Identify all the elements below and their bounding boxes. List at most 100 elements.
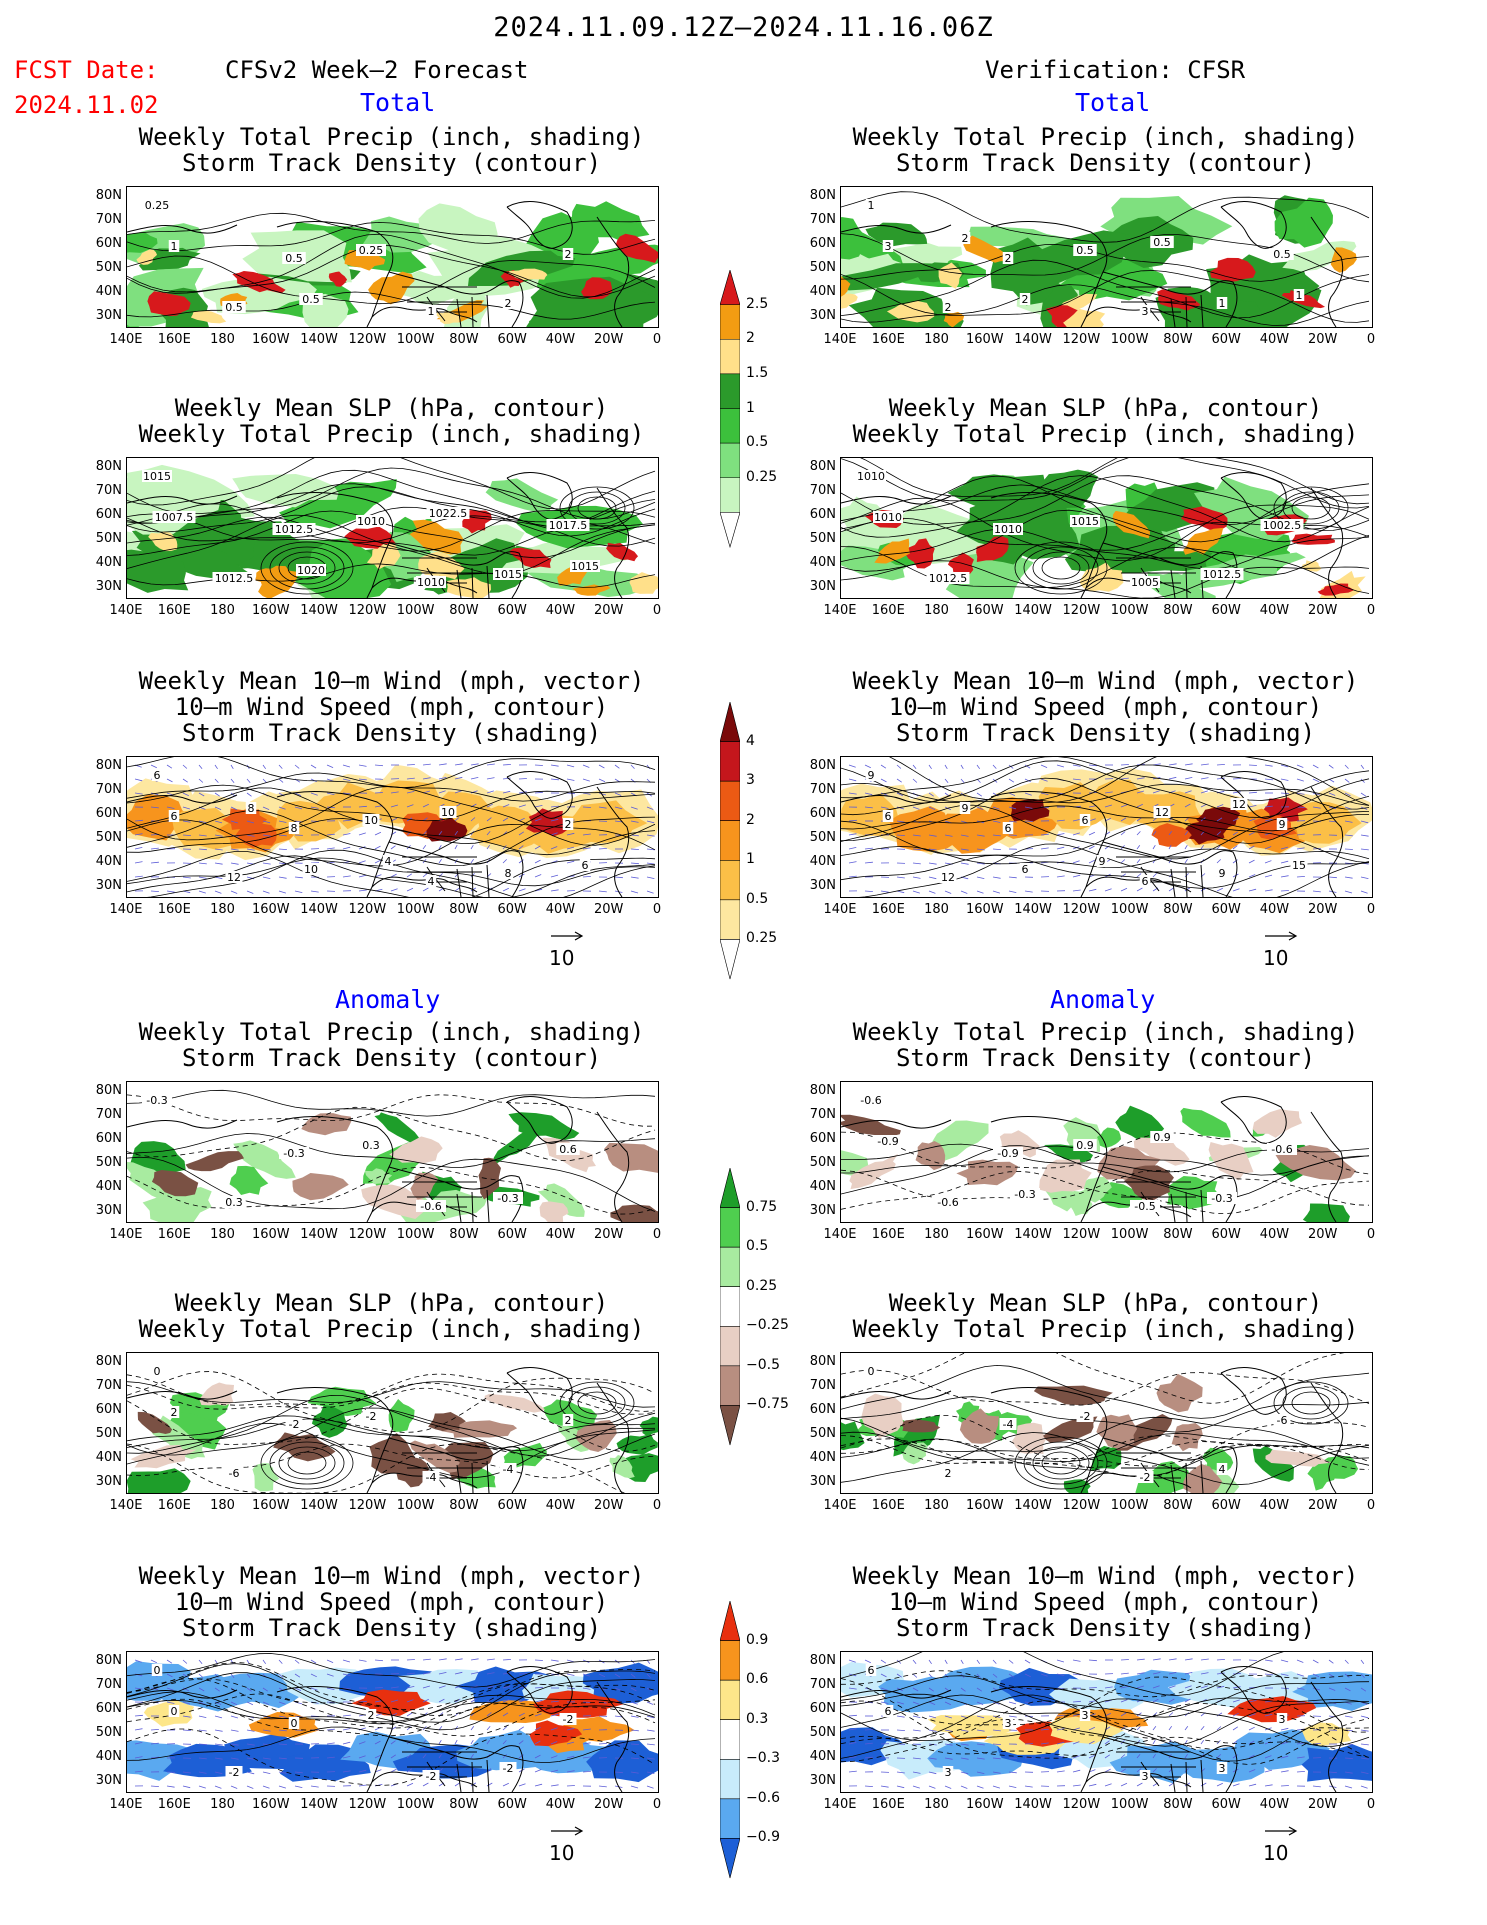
contour-label: 8 (288, 822, 300, 835)
contour-line (127, 503, 656, 552)
svg-text:1010: 1010 (874, 511, 902, 524)
lon-label: 180 (210, 332, 235, 347)
colorbar-tick-label: 2.5 (746, 295, 769, 312)
contour-label: 10 (302, 863, 320, 876)
contour-label: 1010 (856, 470, 886, 483)
panel-title-p4L: Weekly Total Precip (inch, shading) Storm… (86, 1019, 697, 1071)
lat-label: 80N (809, 459, 836, 474)
fcst-date-value: 2024.11.02 (14, 91, 159, 119)
colorbar-graphic (719, 1600, 741, 1879)
contour-label: -0.3 (1207, 1192, 1237, 1205)
contour-line (841, 270, 1370, 323)
coastline (127, 1119, 238, 1129)
svg-text:9: 9 (962, 802, 969, 815)
contour-ring (1023, 1441, 1099, 1485)
contour-ring (1282, 491, 1340, 525)
lat-label: 50N (95, 830, 122, 845)
contour-line (841, 259, 1370, 319)
contour-line (127, 1415, 656, 1449)
lat-label: 80N (95, 1083, 122, 1098)
contour-label: 6 (151, 769, 163, 782)
contour-label: 12 (1230, 798, 1248, 811)
lat-label: 40N (95, 555, 122, 570)
panel-title-line: Weekly Mean 10–m Wind (mph, vector) (138, 667, 645, 695)
coastline (841, 1689, 952, 1699)
contour-line (841, 1364, 1370, 1419)
shading-region (418, 203, 501, 260)
shading-region (1317, 583, 1355, 596)
shading-region (1180, 1107, 1231, 1138)
lat-label: 50N (809, 260, 836, 275)
contour-label: 1010 (873, 511, 903, 524)
contour-line (127, 1653, 656, 1688)
lon-label: 20W (594, 1797, 624, 1812)
contour-ring (1014, 1436, 1108, 1490)
coastline (276, 1116, 394, 1222)
lon-label: 20W (1308, 902, 1338, 917)
contour-line (127, 1167, 656, 1215)
shading-region (233, 1140, 296, 1179)
contour-label: 10 (439, 806, 457, 819)
left-column-heading: CFSv2 Week–2 Forecast (225, 56, 529, 84)
map-canvas: 1 2 3 0.5 2 0.5 1 3 2 0.5 1 2 (841, 187, 1372, 327)
lat-label: 60N (95, 1131, 122, 1146)
svg-text:1005: 1005 (1131, 576, 1159, 589)
right-column-heading: Verification: CFSR (985, 56, 1246, 84)
lon-label: 80W (1163, 332, 1193, 347)
shading-region (849, 1153, 899, 1190)
coastline (1102, 271, 1238, 327)
panel-title-line: 10–m Wind Speed (mph, contour) (174, 1588, 609, 1616)
lon-label: 40W (1259, 603, 1290, 618)
map-panel-p5L: 0 -2 -4 2 -6 -2 -4 2 (126, 1352, 659, 1494)
svg-text:-2: -2 (1140, 1471, 1151, 1484)
lon-label: 100W (1110, 603, 1149, 618)
lon-label: 160W (251, 1797, 290, 1812)
contour-label: 2 (942, 301, 954, 314)
contour-label: 0.5 (1150, 236, 1174, 249)
lon-label: 60W (497, 1797, 527, 1812)
shading-region (127, 549, 189, 593)
contour-label: 0.5 (299, 293, 323, 306)
contour-label: 12 (225, 871, 243, 884)
lon-label: 140W (1014, 1227, 1052, 1242)
svg-text:3: 3 (1142, 1770, 1149, 1783)
contour-ring (1023, 546, 1099, 590)
shading-region (874, 538, 910, 564)
contour-line (841, 1396, 1370, 1433)
lat-label: 50N (809, 830, 836, 845)
svg-text:0: 0 (868, 1365, 875, 1378)
svg-text:-0.3: -0.3 (1211, 1192, 1232, 1205)
svg-text:-0.5: -0.5 (1134, 1200, 1155, 1213)
contour-label: -0.6 (1267, 1143, 1297, 1156)
svg-text:2: 2 (505, 297, 512, 310)
svg-text:6: 6 (1142, 875, 1149, 888)
lon-label: 160E (157, 1498, 191, 1513)
shading-region (199, 1382, 235, 1406)
map-panel-p5R: 0 -4 -2 -6 2 -2 4 (840, 1352, 1373, 1494)
contour-line (127, 510, 656, 559)
contour-line (127, 1089, 656, 1117)
coastline (276, 492, 394, 598)
svg-text:1: 1 (1219, 297, 1226, 310)
svg-text:-0.3: -0.3 (1014, 1188, 1035, 1201)
lon-label: 180 (924, 1227, 949, 1242)
shading-region (629, 572, 658, 594)
coastline (596, 216, 630, 327)
colorbar-tick-label: 0.6 (746, 1671, 769, 1688)
svg-text:8: 8 (248, 802, 255, 815)
shading-region (148, 531, 178, 552)
lat-label: 80N (809, 1083, 836, 1098)
reference-vector-p3L: 10 (549, 922, 585, 970)
shading-region (1274, 197, 1333, 248)
contour-label: -2 (422, 1770, 440, 1783)
coastline (1310, 1681, 1344, 1792)
contour-label: 6 (579, 859, 591, 872)
shading-region (841, 262, 959, 291)
coastline (841, 1119, 952, 1129)
contour-label: -2 (1076, 1410, 1094, 1423)
shading-region (525, 808, 570, 837)
contour-label: -2 (559, 1713, 577, 1726)
lon-label: 140W (1014, 332, 1052, 347)
svg-text:1015: 1015 (494, 568, 522, 581)
lon-label: 160E (871, 1227, 905, 1242)
